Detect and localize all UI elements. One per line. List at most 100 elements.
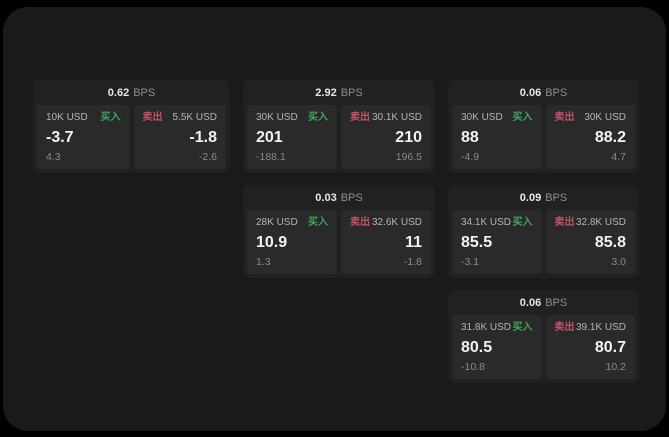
sell-quote-tile[interactable]: 卖出 5.5K USD -1.8 -2.6 xyxy=(133,105,226,169)
buy-quote-tile[interactable]: 28K USD 买入 10.9 1.3 xyxy=(247,210,337,274)
sell-sub-value: -1.8 xyxy=(403,256,422,268)
buy-tile-top: 30K USD 买入 xyxy=(461,112,533,124)
buy-price: 88 xyxy=(461,128,479,146)
card-header: 0.06 BPS xyxy=(448,290,639,315)
sell-sub-value: -2.6 xyxy=(198,151,217,163)
sell-amount: 32.6K USD xyxy=(371,217,422,228)
card-body: 30K USD 买入 88 -4.9 卖出 30K USD 88.2 4.7 xyxy=(448,105,639,173)
quote-card: 2.92 BPS 30K USD 买入 201 -188.1 卖出 30.1K … xyxy=(243,80,435,173)
sell-side-label: 卖出 xyxy=(350,217,370,228)
sell-side-label: 卖出 xyxy=(554,322,575,333)
spread-bps-value: 0.06 xyxy=(519,86,542,99)
sell-tile-top: 卖出 39.1K USD xyxy=(555,322,627,334)
spread-bps-unit: BPS xyxy=(545,86,568,99)
buy-amount: 28K USD xyxy=(256,217,298,228)
app-panel: 0.62 BPS 10K USD 买入 -3.7 4.3 卖出 5.5K USD xyxy=(3,7,666,431)
sell-tile-top: 卖出 32.8K USD xyxy=(555,217,627,229)
quote-card: 0.09 BPS 34.1K USD 买入 85.5 -3.1 卖出 32.8K… xyxy=(448,185,639,278)
spread-bps-unit: BPS xyxy=(133,86,156,99)
buy-quote-tile[interactable]: 10K USD 买入 -3.7 4.3 xyxy=(37,105,130,169)
sell-amount: 30.1K USD xyxy=(371,112,422,123)
spread-bps-value: 2.92 xyxy=(315,86,337,99)
buy-tile-top: 28K USD 买入 xyxy=(256,217,328,229)
sell-price: 210 xyxy=(395,128,422,146)
quote-card: 0.03 BPS 28K USD 买入 10.9 1.3 卖出 32.6K US… xyxy=(243,185,435,278)
sell-tile-top: 卖出 5.5K USD xyxy=(143,112,218,124)
sell-sub-value: 196.5 xyxy=(395,151,422,163)
sell-amount: 5.5K USD xyxy=(172,112,217,123)
spread-bps-unit: BPS xyxy=(340,86,363,99)
card-header: 0.03 BPS xyxy=(243,185,435,210)
buy-sub-value: 1.3 xyxy=(256,256,271,268)
sell-price: 85.8 xyxy=(594,233,626,251)
buy-price: 201 xyxy=(256,128,283,146)
sell-side-label: 卖出 xyxy=(142,112,163,123)
sell-side-label: 卖出 xyxy=(554,217,575,228)
card-header: 0.09 BPS xyxy=(448,185,639,210)
quote-card: 0.62 BPS 10K USD 买入 -3.7 4.3 卖出 5.5K USD xyxy=(33,80,230,173)
sell-quote-tile[interactable]: 卖出 32.6K USD 11 -1.8 xyxy=(341,210,431,274)
buy-quote-tile[interactable]: 30K USD 买入 88 -4.9 xyxy=(452,105,542,169)
buy-quote-tile[interactable]: 31.8K USD 买入 80.5 -10.8 xyxy=(452,315,542,379)
buy-sub-value: -188.1 xyxy=(256,151,286,163)
sell-quote-tile[interactable]: 卖出 30.1K USD 210 196.5 xyxy=(341,105,431,169)
sell-sub-value: 3.0 xyxy=(611,256,626,268)
sell-side-label: 卖出 xyxy=(554,112,575,123)
buy-amount: 10K USD xyxy=(46,112,88,123)
buy-sub-value: -4.9 xyxy=(461,151,480,163)
buy-side-label: 买入 xyxy=(308,112,328,123)
sell-tile-top: 卖出 30K USD xyxy=(555,112,627,124)
buy-side-label: 买入 xyxy=(308,217,328,228)
buy-sub-value: -3.1 xyxy=(461,256,480,268)
buy-amount: 31.8K USD xyxy=(461,322,512,333)
sell-price: -1.8 xyxy=(189,128,217,146)
buy-sub-value: 4.3 xyxy=(46,151,61,163)
card-body: 28K USD 买入 10.9 1.3 卖出 32.6K USD 11 -1.8 xyxy=(243,210,435,278)
card-body: 30K USD 买入 201 -188.1 卖出 30.1K USD 210 1… xyxy=(243,105,435,173)
buy-quote-tile[interactable]: 34.1K USD 买入 85.5 -3.1 xyxy=(452,210,542,274)
sell-tile-top: 卖出 30.1K USD xyxy=(350,112,422,124)
sell-quote-tile[interactable]: 卖出 39.1K USD 80.7 10.2 xyxy=(545,315,635,379)
sell-price: 88.2 xyxy=(594,128,626,146)
buy-price: 85.5 xyxy=(461,233,493,251)
buy-side-label: 买入 xyxy=(512,217,533,228)
buy-tile-top: 31.8K USD 买入 xyxy=(461,322,533,334)
buy-amount: 30K USD xyxy=(256,112,298,123)
spread-bps-value: 0.06 xyxy=(519,296,542,309)
card-body: 31.8K USD 买入 80.5 -10.8 卖出 39.1K USD 80.… xyxy=(448,315,639,383)
buy-amount: 30K USD xyxy=(461,112,503,123)
buy-price: 10.9 xyxy=(256,233,288,251)
card-header: 0.06 BPS xyxy=(448,80,639,105)
sell-sub-value: 4.7 xyxy=(611,151,626,163)
spread-bps-value: 0.62 xyxy=(107,86,130,99)
sell-amount: 32.8K USD xyxy=(575,217,626,228)
buy-sub-value: -10.8 xyxy=(461,361,485,373)
buy-side-label: 买入 xyxy=(512,112,533,123)
quote-card: 0.06 BPS 30K USD 买入 88 -4.9 卖出 30K USD xyxy=(448,80,639,173)
buy-quote-tile[interactable]: 30K USD 买入 201 -188.1 xyxy=(247,105,337,169)
spread-bps-value: 0.03 xyxy=(315,191,337,204)
spread-bps-value: 0.09 xyxy=(519,191,542,204)
sell-tile-top: 卖出 32.6K USD xyxy=(350,217,422,229)
sell-amount: 30K USD xyxy=(584,112,626,123)
buy-price: -3.7 xyxy=(46,128,74,146)
spread-bps-unit: BPS xyxy=(545,191,568,204)
sell-price: 80.7 xyxy=(594,338,626,356)
sell-side-label: 卖出 xyxy=(350,112,370,123)
buy-tile-top: 30K USD 买入 xyxy=(256,112,328,124)
buy-side-label: 买入 xyxy=(512,322,533,333)
spread-bps-unit: BPS xyxy=(340,191,363,204)
quote-card-grid: 0.62 BPS 10K USD 买入 -3.7 4.3 卖出 5.5K USD xyxy=(33,80,639,383)
card-header: 2.92 BPS xyxy=(243,80,435,105)
spread-bps-unit: BPS xyxy=(545,296,568,309)
sell-quote-tile[interactable]: 卖出 30K USD 88.2 4.7 xyxy=(545,105,635,169)
card-body: 34.1K USD 买入 85.5 -3.1 卖出 32.8K USD 85.8… xyxy=(448,210,639,278)
sell-quote-tile[interactable]: 卖出 32.8K USD 85.8 3.0 xyxy=(545,210,635,274)
sell-amount: 39.1K USD xyxy=(575,322,626,333)
buy-side-label: 买入 xyxy=(100,112,121,123)
card-header: 0.62 BPS xyxy=(33,80,230,105)
sell-price: 11 xyxy=(405,233,422,251)
buy-price: 80.5 xyxy=(461,338,493,356)
buy-tile-top: 10K USD 买入 xyxy=(46,112,121,124)
card-body: 10K USD 买入 -3.7 4.3 卖出 5.5K USD -1.8 -2.… xyxy=(33,105,230,173)
